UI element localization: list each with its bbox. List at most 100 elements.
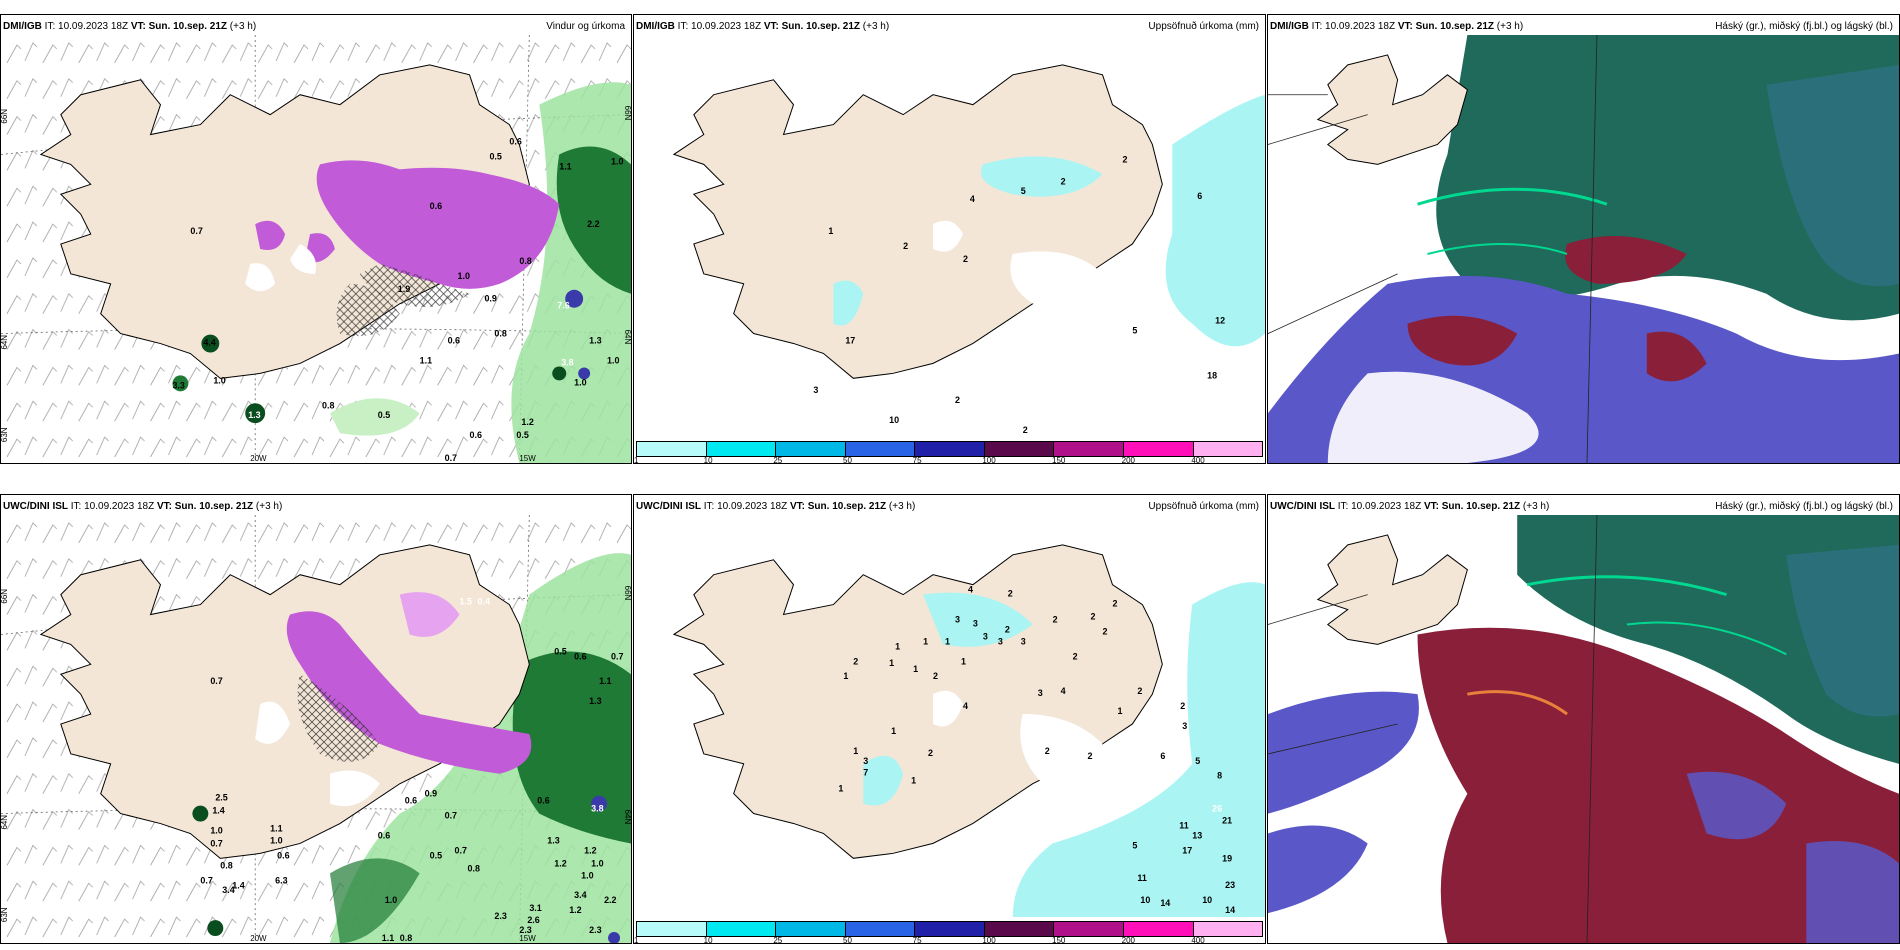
map-svg: 0.6 0.5 1.1 1.0 0.7 0.6 0.9 0.8 2.2 7.6 …	[1, 35, 631, 463]
svg-text:2.6: 2.6	[527, 915, 539, 925]
svg-text:1.4: 1.4	[212, 806, 224, 816]
svg-text:0.8: 0.8	[220, 860, 232, 870]
svg-text:14: 14	[1225, 905, 1235, 915]
svg-text:2.2: 2.2	[604, 895, 616, 905]
colorbar-swatches	[636, 921, 1263, 937]
svg-text:0.8: 0.8	[468, 863, 480, 873]
map-accum: 4 2 2 2 3 3 2 2 2 1 1 1 2 1 3 3 3 2 1 1 …	[634, 515, 1265, 917]
panel-title: Háský (gr.), miðský (fj.bl.) og lágský (…	[1715, 501, 1893, 512]
svg-text:64N: 64N	[1, 815, 9, 830]
svg-text:0.6: 0.6	[405, 796, 417, 806]
svg-text:64N: 64N	[1, 335, 9, 350]
svg-text:66N: 66N	[623, 106, 631, 121]
panel-title: Vindur og úrkoma	[546, 21, 625, 32]
svg-text:0.6: 0.6	[509, 136, 521, 146]
svg-text:6: 6	[1160, 751, 1165, 761]
svg-text:2: 2	[1112, 599, 1117, 609]
svg-text:2.5: 2.5	[215, 793, 227, 803]
init-time: 10.09.2023 18Z	[58, 21, 129, 32]
svg-text:0.7: 0.7	[190, 226, 202, 236]
svg-text:2.3: 2.3	[589, 925, 601, 935]
svg-text:0.8: 0.8	[322, 400, 334, 410]
svg-text:1.3: 1.3	[589, 696, 601, 706]
svg-text:2: 2	[1088, 751, 1093, 761]
panel-header: UWC/DINI ISL IT: 10.09.2023 18Z VT: Sun.…	[3, 501, 283, 512]
map-wind-precip: 0.7 1.5 0.4 0.5 0.6 0.7 1.1 1.3 1.0 0.7 …	[1, 515, 631, 943]
svg-text:5: 5	[1021, 186, 1026, 196]
svg-text:0.4: 0.4	[477, 597, 489, 607]
svg-text:1.0: 1.0	[611, 156, 623, 166]
svg-text:2.3: 2.3	[494, 911, 506, 921]
map-wind-precip: 0.6 0.5 1.1 1.0 0.7 0.6 0.9 0.8 2.2 7.6 …	[1, 35, 631, 463]
svg-text:2: 2	[1091, 611, 1096, 621]
svg-text:1.0: 1.0	[210, 826, 222, 836]
panel-header: DMI/IGB IT: 10.09.2023 18Z VT: Sun. 10.s…	[1270, 19, 1895, 35]
panel-wind-precip-bottom: UWC/DINI ISL IT: 10.09.2023 18Z VT: Sun.…	[0, 494, 632, 944]
svg-text:13: 13	[1192, 830, 1202, 840]
colorbar: 1 10 25 50 75 100 150 200 400	[634, 919, 1265, 943]
svg-text:0.6: 0.6	[470, 430, 482, 440]
svg-text:1: 1	[853, 746, 858, 756]
svg-text:2: 2	[1053, 614, 1058, 624]
svg-text:1: 1	[895, 641, 900, 651]
cb-cell	[637, 442, 707, 456]
cb-cell	[637, 922, 707, 936]
panel-accum-precip-bottom: UWC/DINI ISL IT: 10.09.2023 18Z VT: Sun.…	[633, 494, 1266, 944]
svg-text:0.7: 0.7	[445, 453, 457, 463]
svg-text:4: 4	[968, 585, 973, 595]
svg-text:3.8: 3.8	[591, 804, 603, 814]
svg-text:1.3: 1.3	[589, 336, 601, 346]
svg-text:64N: 64N	[623, 330, 631, 345]
svg-text:66N: 66N	[1, 109, 9, 124]
svg-text:8: 8	[1217, 771, 1222, 781]
panel-accum-precip-top: DMI/IGB IT: 10.09.2023 18Z VT: Sun. 10.s…	[633, 14, 1266, 464]
svg-text:64N: 64N	[623, 810, 631, 825]
svg-text:3.3: 3.3	[172, 380, 184, 390]
svg-text:1.3: 1.3	[547, 835, 559, 845]
iceland-land	[1316, 534, 1468, 645]
svg-text:1: 1	[843, 671, 848, 681]
svg-text:1.0: 1.0	[607, 355, 619, 365]
svg-text:5: 5	[1132, 326, 1137, 336]
colorbar: 1 10 25 50 75 100 150 200 400	[634, 439, 1265, 463]
svg-text:1.9: 1.9	[398, 284, 410, 294]
svg-text:1.0: 1.0	[581, 870, 593, 880]
svg-text:2: 2	[1008, 589, 1013, 599]
svg-text:6: 6	[1197, 191, 1202, 201]
svg-text:0.7: 0.7	[455, 845, 467, 855]
svg-text:20W: 20W	[250, 454, 267, 463]
svg-text:1.0: 1.0	[574, 377, 586, 387]
svg-text:4: 4	[963, 701, 968, 711]
svg-text:1: 1	[913, 664, 918, 674]
svg-text:3: 3	[863, 756, 868, 766]
svg-text:1.1: 1.1	[420, 355, 432, 365]
svg-text:17: 17	[1182, 845, 1192, 855]
svg-text:0.8: 0.8	[494, 329, 506, 339]
svg-text:3: 3	[1038, 688, 1043, 698]
svg-text:2: 2	[1122, 154, 1127, 164]
svg-text:11: 11	[1179, 820, 1188, 830]
svg-text:0.5: 0.5	[430, 850, 442, 860]
svg-text:1.0: 1.0	[458, 271, 470, 281]
svg-text:0.8: 0.8	[519, 256, 531, 266]
svg-text:7: 7	[863, 768, 868, 778]
svg-text:14: 14	[1160, 898, 1170, 908]
svg-text:3: 3	[973, 618, 978, 628]
svg-text:1.2: 1.2	[584, 845, 596, 855]
svg-text:0.7: 0.7	[200, 875, 212, 885]
svg-text:3.4: 3.4	[222, 885, 234, 895]
svg-text:1: 1	[923, 636, 928, 646]
svg-text:15W: 15W	[519, 454, 536, 463]
svg-text:0.5: 0.5	[378, 410, 390, 420]
svg-text:0.9: 0.9	[425, 789, 437, 799]
svg-text:2: 2	[1045, 746, 1050, 756]
svg-text:3.8: 3.8	[561, 357, 573, 367]
svg-text:2: 2	[928, 748, 933, 758]
svg-text:1.0: 1.0	[385, 895, 397, 905]
panel-wind-precip-top: DMI/IGB IT: 10.09.2023 18Z VT: Sun. 10.s…	[0, 14, 632, 464]
svg-text:2: 2	[903, 241, 908, 251]
svg-text:1.3: 1.3	[248, 410, 260, 420]
map-clouds	[1268, 515, 1899, 943]
map-accum: 2 4 5 2 1 2 2 6 17 12 5 18 3 10 2 2	[634, 35, 1265, 437]
svg-text:4.4: 4.4	[203, 338, 215, 348]
